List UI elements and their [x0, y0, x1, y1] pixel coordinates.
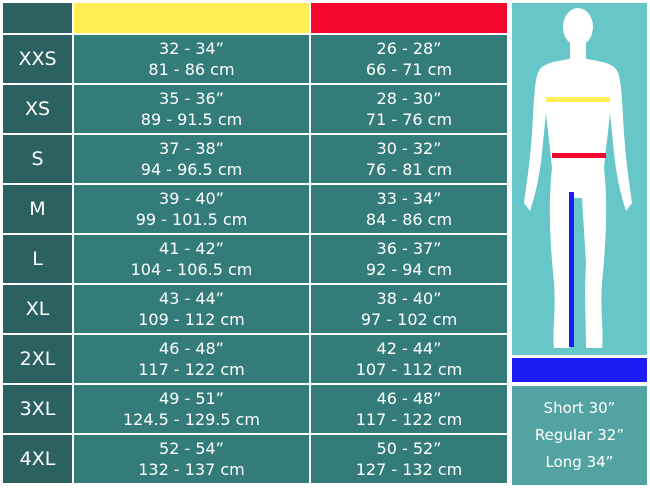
waist-cell: 33 - 34” 84 - 86 cm: [311, 185, 507, 233]
inseam-long: Long 34”: [545, 453, 614, 471]
size-label: 4XL: [3, 435, 72, 483]
waist-cm: 97 - 102 cm: [360, 310, 458, 329]
waist-cell: 50 - 52” 127 - 132 cm: [311, 435, 507, 483]
inseam-color-header: [512, 358, 647, 382]
chest-cell: 49 - 51” 124.5 - 129.5 cm: [74, 385, 309, 433]
size-label: L: [3, 235, 72, 283]
waist-inches: 42 - 44”: [376, 339, 442, 358]
chest-cell: 52 - 54” 132 - 137 cm: [74, 435, 309, 483]
waist-cell: 28 - 30” 71 - 76 cm: [311, 85, 507, 133]
chest-cm: 89 - 91.5 cm: [140, 110, 243, 129]
inseam-regular: Regular 32”: [534, 426, 625, 444]
chest-inches: 52 - 54”: [159, 439, 224, 458]
chest-inches: 43 - 44”: [159, 289, 224, 308]
size-label: XL: [3, 285, 72, 333]
size-label: M: [3, 185, 72, 233]
chest-cm: 81 - 86 cm: [148, 60, 235, 79]
size-label: 3XL: [3, 385, 72, 433]
chest-cell: 32 - 34” 81 - 86 cm: [74, 35, 309, 83]
waist-cm: 107 - 112 cm: [355, 360, 463, 379]
chest-cell: 43 - 44” 109 - 112 cm: [74, 285, 309, 333]
chest-inches: 49 - 51”: [159, 389, 224, 408]
chest-cm: 99 - 101.5 cm: [135, 210, 248, 229]
waist-inches: 30 - 32”: [376, 139, 442, 158]
waist-inches: 36 - 37”: [376, 239, 442, 258]
chest-inches: 35 - 36”: [159, 89, 224, 108]
chest-inches: 32 - 34”: [159, 39, 224, 58]
waist-inches: 26 - 28”: [376, 39, 442, 58]
waist-cm: 117 - 122 cm: [355, 410, 463, 429]
chest-cm: 104 - 106.5 cm: [130, 260, 253, 279]
waist-cell: 46 - 48” 117 - 122 cm: [311, 385, 507, 433]
chest-inches: 37 - 38”: [159, 139, 224, 158]
body-figure: [512, 3, 647, 355]
chest-cell: 35 - 36” 89 - 91.5 cm: [74, 85, 309, 133]
chest-cm: 109 - 112 cm: [138, 310, 245, 329]
inseam-short: Short 30”: [543, 399, 616, 417]
chest-color-header: [74, 3, 309, 33]
waist-cell: 36 - 37” 92 - 94 cm: [311, 235, 507, 283]
chest-cm: 117 - 122 cm: [138, 360, 245, 379]
size-label: S: [3, 135, 72, 183]
chest-cm: 124.5 - 129.5 cm: [122, 410, 261, 429]
chest-inches: 46 - 48”: [159, 339, 224, 358]
chest-cm: 94 - 96.5 cm: [140, 160, 243, 179]
waist-cm: 76 - 81 cm: [365, 160, 453, 179]
chest-cell: 37 - 38” 94 - 96.5 cm: [74, 135, 309, 183]
inseam-measure-line: [569, 192, 574, 347]
inseam-lengths: Short 30” Regular 32” Long 34”: [512, 386, 647, 485]
waist-inches: 38 - 40”: [376, 289, 442, 308]
human-silhouette-icon: [524, 8, 632, 348]
waist-cm: 127 - 132 cm: [355, 460, 463, 479]
waist-measure-line: [552, 153, 606, 158]
header-corner: [3, 3, 72, 33]
waist-cm: 71 - 76 cm: [365, 110, 453, 129]
waist-inches: 50 - 52”: [376, 439, 442, 458]
chest-measure-line: [546, 97, 610, 102]
waist-cell: 42 - 44” 107 - 112 cm: [311, 335, 507, 383]
chest-cell: 39 - 40” 99 - 101.5 cm: [74, 185, 309, 233]
waist-cm: 66 - 71 cm: [365, 60, 453, 79]
waist-color-header: [311, 3, 507, 33]
waist-cell: 30 - 32” 76 - 81 cm: [311, 135, 507, 183]
chest-cm: 132 - 137 cm: [138, 460, 245, 479]
waist-cell: 26 - 28” 66 - 71 cm: [311, 35, 507, 83]
chest-cell: 41 - 42” 104 - 106.5 cm: [74, 235, 309, 283]
waist-inches: 33 - 34”: [376, 189, 442, 208]
size-label: XXS: [3, 35, 72, 83]
waist-cm: 84 - 86 cm: [365, 210, 453, 229]
waist-inches: 46 - 48”: [376, 389, 442, 408]
chest-inches: 39 - 40”: [159, 189, 224, 208]
waist-cell: 38 - 40” 97 - 102 cm: [311, 285, 507, 333]
chest-cell: 46 - 48” 117 - 122 cm: [74, 335, 309, 383]
size-label: 2XL: [3, 335, 72, 383]
waist-cm: 92 - 94 cm: [365, 260, 453, 279]
chest-inches: 41 - 42”: [159, 239, 224, 258]
size-label: XS: [3, 85, 72, 133]
waist-inches: 28 - 30”: [376, 89, 442, 108]
